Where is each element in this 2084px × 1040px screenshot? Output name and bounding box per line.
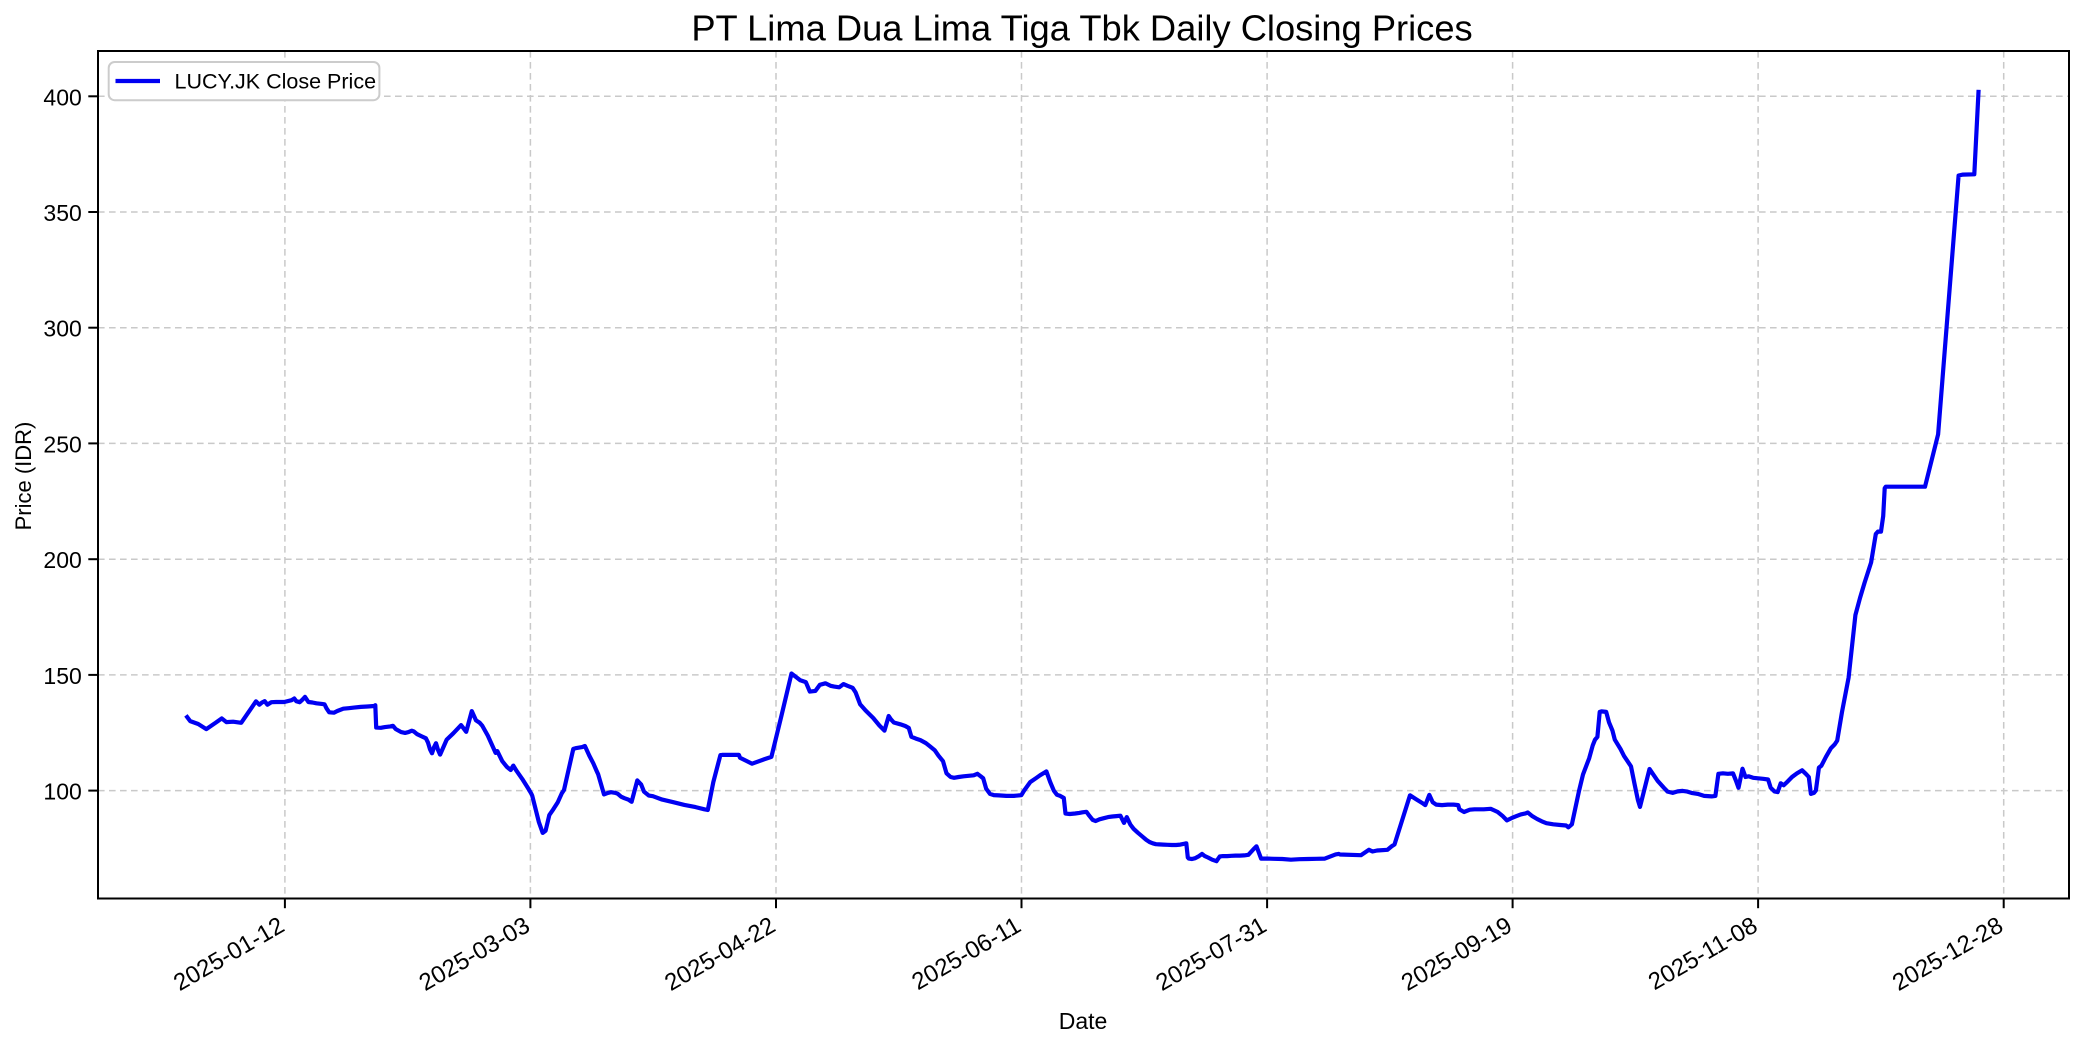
svg-text:PT Lima Dua Lima Tiga Tbk Dail: PT Lima Dua Lima Tiga Tbk Daily Closing …: [691, 8, 1472, 49]
svg-text:350: 350: [43, 200, 81, 226]
svg-text:100: 100: [43, 779, 81, 805]
svg-text:150: 150: [43, 663, 81, 689]
svg-text:Price (IDR): Price (IDR): [11, 422, 36, 531]
svg-text:400: 400: [43, 84, 81, 110]
svg-text:200: 200: [43, 547, 81, 573]
svg-text:250: 250: [43, 431, 81, 457]
svg-text:Date: Date: [1059, 1008, 1108, 1034]
svg-text:300: 300: [43, 316, 81, 342]
svg-text:LUCY.JK Close Price: LUCY.JK Close Price: [175, 69, 377, 93]
